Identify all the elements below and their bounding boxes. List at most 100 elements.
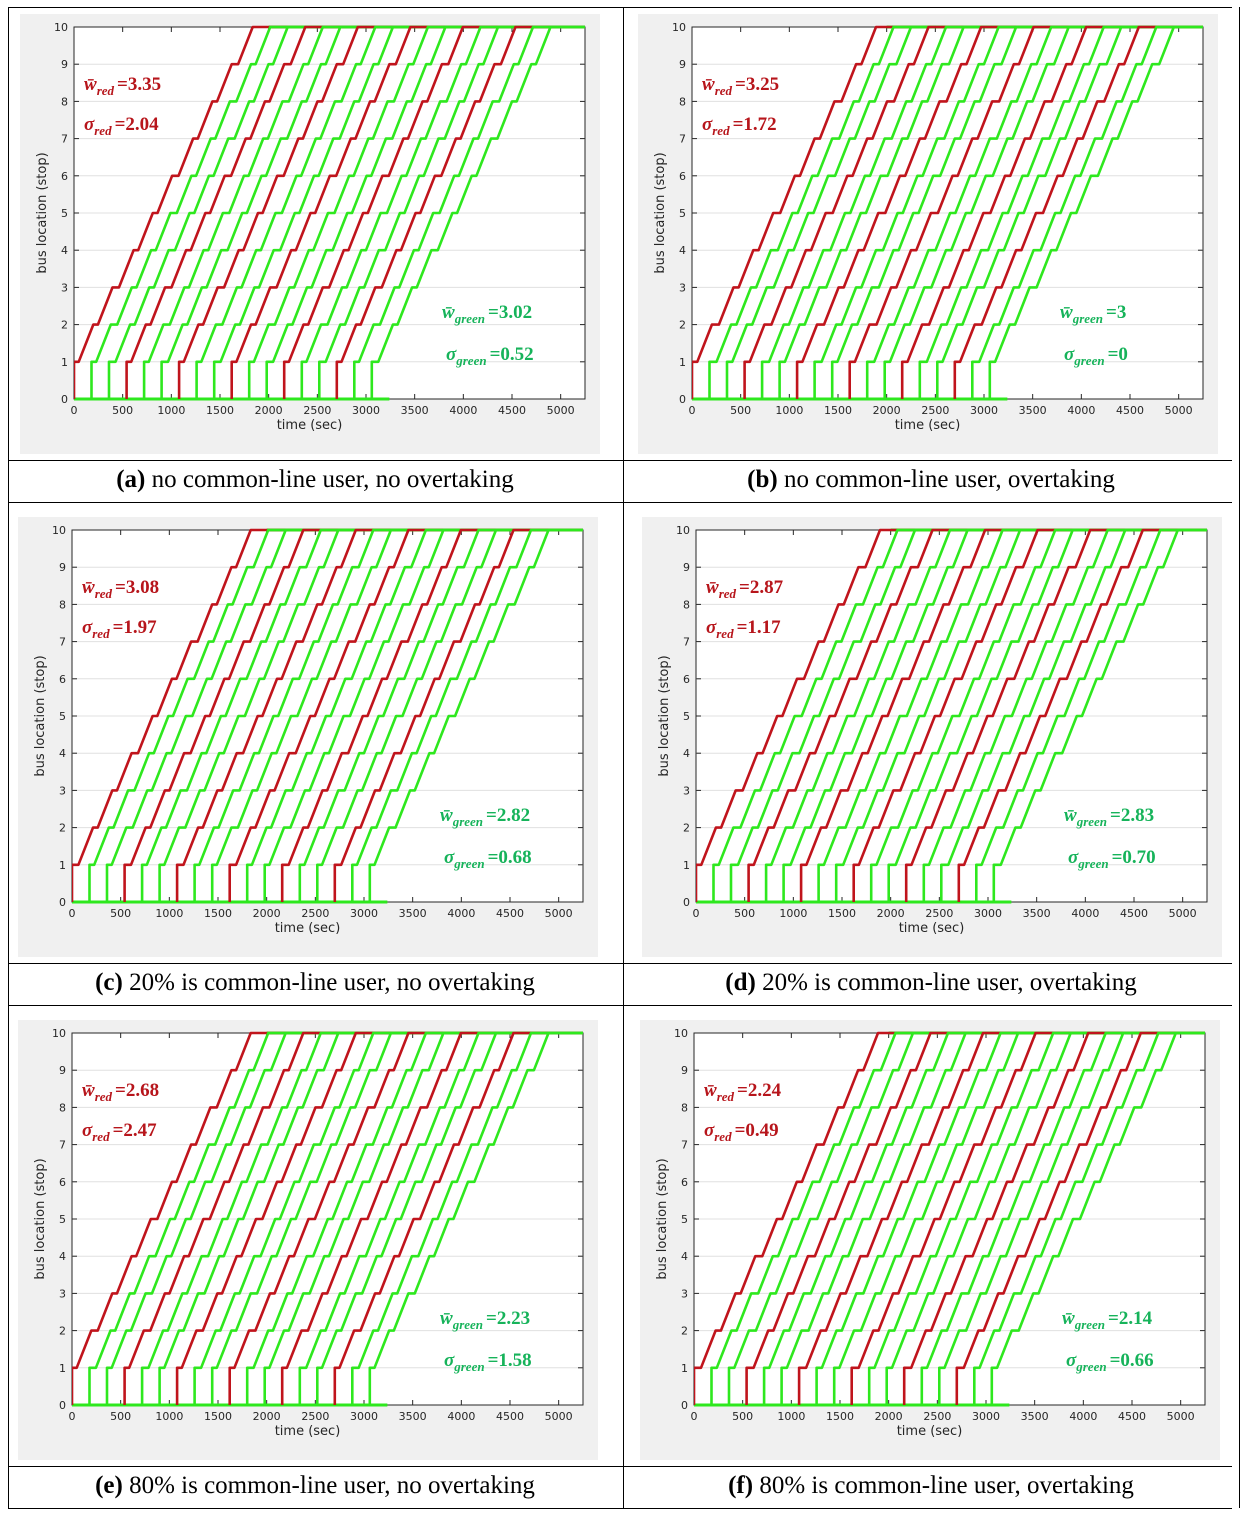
table-rule (8, 963, 1232, 964)
green-bus-trajectory (973, 1031, 1205, 1405)
x-tick-label: 5000 (547, 404, 575, 417)
red-bus-trajectory (955, 1031, 1205, 1405)
y-tick-label: 5 (681, 1213, 688, 1226)
green-bus-trajectory (210, 1031, 583, 1405)
green-bus-trajectory (834, 528, 1207, 902)
x-tick-label: 3000 (974, 907, 1002, 920)
green-bus-trajectory (813, 25, 1203, 399)
red-bus-trajectory (175, 528, 583, 902)
y-tick-label: 6 (681, 1176, 688, 1189)
table-rule (8, 1005, 1232, 1006)
y-tick-label: 0 (61, 393, 68, 406)
y-tick-label: 5 (59, 1213, 66, 1226)
x-tick-label: 2000 (255, 404, 283, 417)
mean-wait-green-label: w̄green =2.14 (1062, 1308, 1153, 1332)
x-tick-label: 5000 (545, 907, 573, 920)
green-bus-trajectory (727, 1031, 1205, 1405)
panel-caption-a: (a) no common-line user, no overtaking (8, 466, 622, 494)
x-tick-label: 4500 (1116, 404, 1144, 417)
x-tick-label: 1000 (779, 907, 807, 920)
x-tick-label: 2500 (925, 907, 953, 920)
y-tick-label: 2 (61, 319, 68, 332)
red-bus-trajectory (74, 25, 585, 399)
y-tick-label: 0 (683, 896, 690, 909)
x-tick-label: 0 (69, 1410, 76, 1423)
green-bus-trajectory (247, 25, 585, 399)
x-tick-label: 2000 (873, 404, 901, 417)
green-bus-trajectory (710, 1031, 1205, 1405)
mean-wait-green-label: w̄green =3 (1060, 302, 1126, 326)
green-bus-trajectory (918, 25, 1203, 399)
x-tick-label: 1000 (157, 404, 185, 417)
red-bus-trajectory (282, 25, 585, 399)
x-tick-label: 4000 (1067, 404, 1095, 417)
x-tick-label: 1500 (206, 404, 234, 417)
table-rule (8, 7, 9, 1508)
y-tick-label: 6 (59, 673, 66, 686)
y-tick-label: 0 (59, 896, 66, 909)
y-tick-label: 5 (61, 207, 68, 220)
y-tick-label: 8 (59, 598, 66, 611)
red-bus-trajectory (123, 1031, 583, 1405)
caption-letter: (f) (728, 1472, 754, 1499)
green-bus-trajectory (158, 528, 583, 902)
mean-wait-green-label: w̄green =3.02 (442, 302, 532, 326)
caption-letter: (c) (95, 969, 123, 996)
y-tick-label: 3 (679, 281, 686, 294)
red-bus-trajectory (123, 528, 583, 902)
x-tick-label: 4500 (1120, 907, 1148, 920)
x-tick-label: 500 (734, 907, 755, 920)
green-bus-trajectory (245, 1031, 583, 1405)
green-bus-trajectory (353, 25, 585, 399)
y-tick-label: 1 (679, 356, 686, 369)
y-tick-label: 8 (683, 598, 690, 611)
y-tick-label: 7 (681, 1139, 688, 1152)
panel-caption-c: (c) 20% is common-line user, no overtaki… (8, 969, 622, 997)
std-wait-red-label: σred =1.72 (702, 114, 777, 138)
y-tick-label: 7 (59, 1139, 66, 1152)
y-axis-label: bus location (stop) (657, 655, 672, 776)
table-rule (8, 502, 1232, 503)
y-tick-label: 4 (61, 244, 68, 257)
red-bus-trajectory (228, 528, 583, 902)
y-tick-label: 0 (679, 393, 686, 406)
red-bus-trajectory (900, 25, 1203, 399)
red-bus-trajectory (743, 25, 1203, 399)
x-tick-label: 4000 (447, 1410, 475, 1423)
y-tick-label: 3 (59, 784, 66, 797)
x-axis-label: time (sec) (275, 1424, 341, 1439)
red-bus-trajectory (694, 1031, 1205, 1405)
mean-wait-green-label: w̄green =2.83 (1064, 805, 1154, 829)
green-bus-trajectory (865, 25, 1203, 399)
green-bus-trajectory (817, 528, 1207, 902)
y-tick-label: 6 (59, 1176, 66, 1189)
y-tick-label: 0 (681, 1399, 688, 1412)
y-tick-label: 4 (59, 1250, 66, 1263)
green-bus-trajectory (782, 528, 1207, 902)
green-bus-trajectory (815, 1031, 1205, 1405)
green-bus-trajectory (729, 528, 1207, 902)
x-tick-label: 0 (69, 907, 76, 920)
x-axis-label: time (sec) (897, 1424, 963, 1439)
std-wait-green-label: σgreen =0.70 (1068, 847, 1156, 871)
red-bus-trajectory (904, 528, 1207, 902)
x-tick-label: 2500 (301, 907, 329, 920)
x-tick-label: 4500 (1118, 1410, 1146, 1423)
red-bus-trajectory (795, 25, 1203, 399)
chart-panel-d: 0 1 2 3 4 5 6 7 8 9 10 0 500 1000 1500 2000 2500 3000 3500… (642, 517, 1222, 957)
y-tick-label: 4 (59, 747, 66, 760)
green-bus-trajectory (762, 1031, 1205, 1405)
green-bus-trajectory (760, 25, 1203, 399)
green-bus-trajectory (988, 25, 1203, 399)
x-tick-label: 2000 (875, 1410, 903, 1423)
chart-panel-f: 0 1 2 3 4 5 6 7 8 9 10 0 500 1000 1500 2000 2500 3000 3500… (640, 1020, 1220, 1460)
x-tick-label: 4500 (496, 1410, 524, 1423)
y-tick-label: 4 (679, 244, 686, 257)
red-bus-trajectory (72, 528, 583, 902)
std-wait-red-label: σred =1.17 (706, 617, 781, 641)
x-tick-label: 2000 (253, 907, 281, 920)
std-wait-red-label: σred =0.49 (704, 1120, 779, 1144)
caption-text: no common-line user, no overtaking (145, 466, 514, 493)
x-tick-label: 5000 (1167, 1410, 1195, 1423)
green-bus-trajectory (90, 25, 585, 399)
